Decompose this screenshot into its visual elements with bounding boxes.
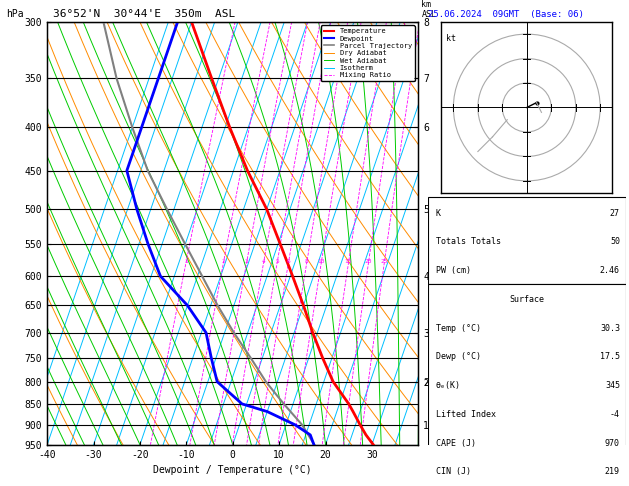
Text: 4: 4: [262, 259, 265, 264]
Text: 970: 970: [605, 439, 620, 448]
X-axis label: Dewpoint / Temperature (°C): Dewpoint / Temperature (°C): [153, 465, 312, 475]
Text: 17.5: 17.5: [600, 352, 620, 362]
Text: kt: kt: [446, 34, 456, 43]
Text: 8: 8: [304, 259, 308, 264]
Bar: [428, 284, 626, 485]
Bar: [428, 485, 626, 486]
Text: 25: 25: [381, 259, 388, 264]
Text: θₑ(K): θₑ(K): [436, 381, 460, 390]
Text: 1: 1: [184, 259, 187, 264]
Text: hPa: hPa: [6, 9, 24, 19]
Text: 15: 15: [345, 259, 352, 264]
Text: 10: 10: [318, 259, 325, 264]
Text: Temp (°C): Temp (°C): [436, 324, 481, 332]
Text: 36°52'N  30°44'E  350m  ASL: 36°52'N 30°44'E 350m ASL: [53, 9, 236, 19]
Text: K: K: [436, 208, 441, 218]
Text: 2.LCL: 2.LCL: [424, 380, 447, 388]
Text: PW (cm): PW (cm): [436, 266, 470, 275]
Text: 20: 20: [365, 259, 372, 264]
Text: Surface: Surface: [509, 295, 544, 304]
Text: -4: -4: [610, 410, 620, 419]
Text: 50: 50: [610, 237, 620, 246]
Text: 6: 6: [286, 259, 290, 264]
Text: 30.3: 30.3: [600, 324, 620, 332]
Text: 25.06.2024  09GMT  (Base: 06): 25.06.2024 09GMT (Base: 06): [428, 10, 584, 19]
Text: 2: 2: [221, 259, 225, 264]
Bar: [428, 197, 626, 284]
Legend: Temperature, Dewpoint, Parcel Trajectory, Dry Adiabat, Wet Adiabat, Isotherm, Mi: Temperature, Dewpoint, Parcel Trajectory…: [321, 25, 415, 81]
Text: 27: 27: [610, 208, 620, 218]
Text: 3: 3: [245, 259, 248, 264]
Text: 345: 345: [605, 381, 620, 390]
Text: 219: 219: [605, 468, 620, 476]
Text: Dewp (°C): Dewp (°C): [436, 352, 481, 362]
Text: km
ASL: km ASL: [421, 0, 437, 19]
Text: Lifted Index: Lifted Index: [436, 410, 496, 419]
Text: CAPE (J): CAPE (J): [436, 439, 476, 448]
Text: Totals Totals: Totals Totals: [436, 237, 501, 246]
Text: CIN (J): CIN (J): [436, 468, 470, 476]
Text: 5: 5: [275, 259, 279, 264]
Text: 2.46: 2.46: [600, 266, 620, 275]
